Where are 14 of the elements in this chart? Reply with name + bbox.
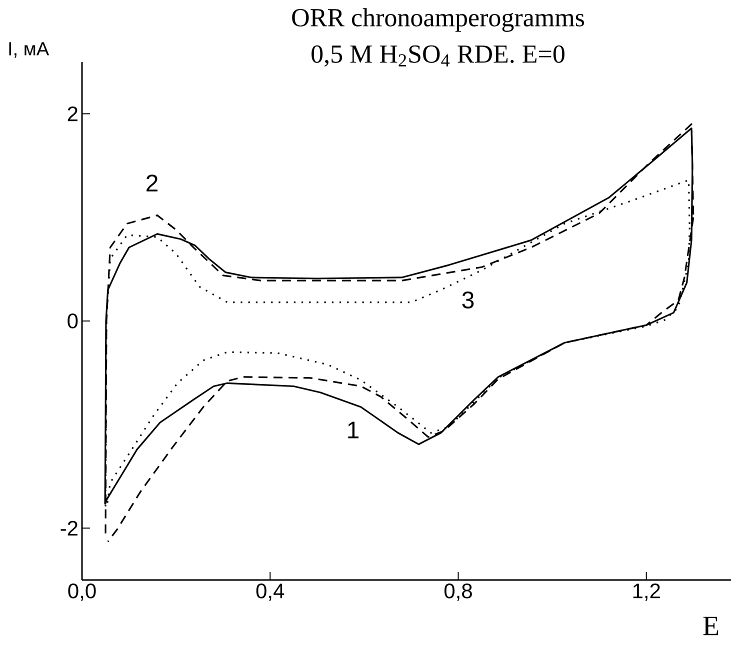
x-axis-title: E xyxy=(703,616,718,636)
annotation: 1 xyxy=(348,422,359,438)
x-tick-label: 1,2 xyxy=(633,584,660,601)
x-tick-label: 0,0 xyxy=(68,584,96,601)
y-axis-title: I, мА xyxy=(9,42,50,58)
y-tick-label: 2 xyxy=(68,106,78,122)
x-tick-label: 0,4 xyxy=(256,584,284,601)
y-tick-label: -2 xyxy=(60,520,78,536)
y-tick-label: 0 xyxy=(68,314,78,328)
chart-subtitle: 0,5 M H$_{2}$SO$_{4}$ RDE. E=0 xyxy=(312,45,564,67)
chart-title: ORR chronoamperogramms xyxy=(292,8,584,32)
x-tick-label: 0,8 xyxy=(444,584,472,601)
annotation: 3 xyxy=(462,291,474,308)
annotation: 2 xyxy=(146,174,158,192)
